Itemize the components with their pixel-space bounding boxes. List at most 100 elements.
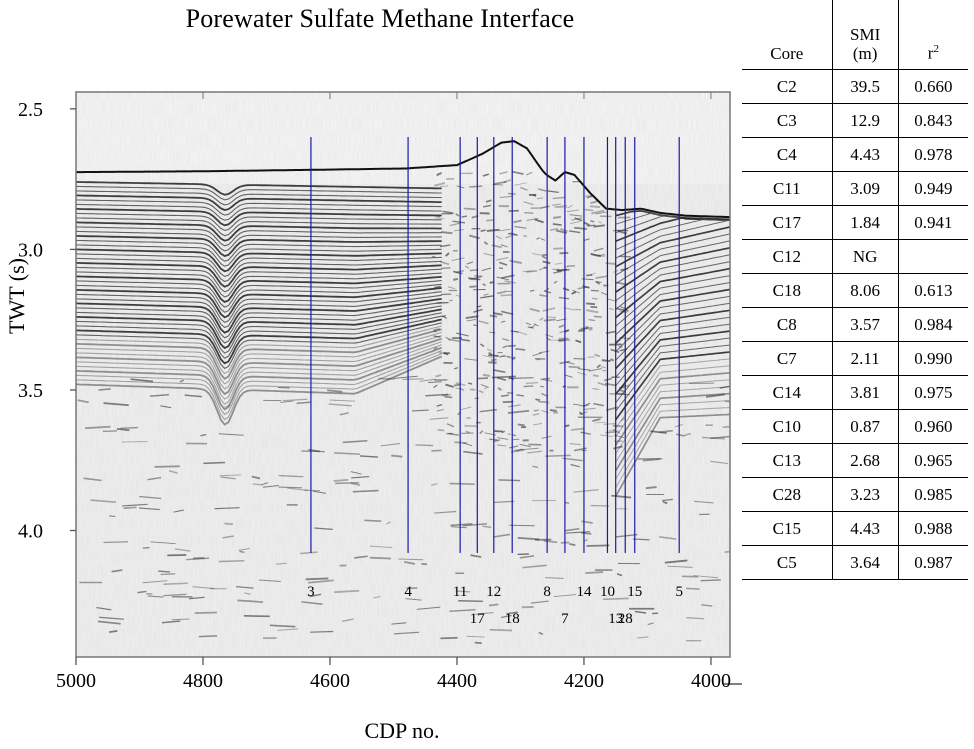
r2-cell: 0.960 xyxy=(897,409,968,444)
core-label-14: 14 xyxy=(576,584,592,600)
table-row: C13 2.68 0.965 xyxy=(742,443,968,478)
core-label-28: 28 xyxy=(618,611,633,627)
header-smi-line2: (m) xyxy=(852,44,878,63)
table-row: C3 12.9 0.843 xyxy=(742,103,968,138)
table-row: C18 8.06 0.613 xyxy=(742,273,968,308)
core-cell: C13 xyxy=(742,443,833,478)
table-row: C7 2.11 0.990 xyxy=(742,341,968,376)
table-body: C2 39.5 0.660 C3 12.9 0.843 C4 4.43 0.978 C11 3.09… xyxy=(742,69,968,580)
x-axis-label: CDP no. xyxy=(365,718,440,743)
core-cell: C28 xyxy=(742,477,833,512)
core-cell: C2 xyxy=(742,69,833,104)
core-label-12: 12 xyxy=(486,584,501,600)
smi-cell: NG xyxy=(831,239,899,274)
y-axis: 2.5 3.0 3.5 4.0 xyxy=(18,99,76,543)
core-cell: C7 xyxy=(742,341,833,376)
smi-cell: 39.5 xyxy=(831,69,899,104)
core-cell: C12 xyxy=(742,239,833,274)
smi-cell: 4.43 xyxy=(831,137,899,172)
table-row: C5 3.64 0.987 xyxy=(742,545,968,580)
table-row: C28 3.23 0.985 xyxy=(742,477,968,512)
core-cell: C4 xyxy=(742,137,833,172)
smi-cell: 3.64 xyxy=(831,545,899,580)
y-axis-label: TWT (s) xyxy=(4,258,29,334)
core-label-17: 17 xyxy=(470,611,486,627)
x-tick-label-4400: 4400 xyxy=(437,670,477,692)
seismic-noise xyxy=(76,92,730,657)
table-row: C4 4.43 0.978 xyxy=(742,137,968,172)
smi-table: Core SMI (m) r2 C2 39.5 0.660 C3 12.9 0.843 C4… xyxy=(742,0,968,580)
core-cell: C8 xyxy=(742,307,833,342)
seafloor-reflector xyxy=(76,140,730,219)
r2-cell: 0.985 xyxy=(897,477,968,512)
core-cell: C17 xyxy=(742,205,833,240)
core-cell: C14 xyxy=(742,375,833,410)
core-cell: C10 xyxy=(742,409,833,444)
smi-cell: 3.81 xyxy=(831,375,899,410)
smi-cell: 0.87 xyxy=(831,409,899,444)
r2-cell: 0.987 xyxy=(897,545,968,580)
x-tick-label-4200: 4200 xyxy=(564,670,604,692)
chart-title: Porewater Sulfate Methane Interface xyxy=(185,4,575,33)
r2-cell: 0.978 xyxy=(897,137,968,172)
table-row: C10 0.87 0.960 xyxy=(742,409,968,444)
r2-cell: 0.949 xyxy=(897,171,968,206)
table-row: C17 1.84 0.941 xyxy=(742,205,968,240)
r2-cell: 0.984 xyxy=(897,307,968,342)
core-cell: C18 xyxy=(742,273,833,308)
y-tick-label-2.5: 2.5 xyxy=(18,99,43,121)
x-tick-label-4800: 4800 xyxy=(183,670,223,692)
y-tick-label-3.5: 3.5 xyxy=(18,380,43,402)
header-core: Core xyxy=(742,0,833,70)
core-cell: C5 xyxy=(742,545,833,580)
core-label-7: 7 xyxy=(561,611,569,627)
smi-cell: 12.9 xyxy=(831,103,899,138)
r2-cell: 0.988 xyxy=(897,511,968,546)
core-cell: C15 xyxy=(742,511,833,546)
x-axis: 5000 4800 4600 4400 4200 4000 xyxy=(56,92,742,692)
core-label-3: 3 xyxy=(307,584,315,600)
smi-cell: 8.06 xyxy=(831,273,899,308)
r2-cell: 0.843 xyxy=(897,103,968,138)
table-row: C15 4.43 0.988 xyxy=(742,511,968,546)
header-r-sup: 2 xyxy=(933,43,939,56)
reflectors xyxy=(76,181,730,645)
smi-cell: 3.09 xyxy=(831,171,899,206)
core-cell: C11 xyxy=(742,171,833,206)
table-row: C11 3.09 0.949 xyxy=(742,171,968,206)
header-r2: r2 xyxy=(897,0,968,70)
smi-cell: 2.68 xyxy=(831,443,899,478)
core-label-11: 11 xyxy=(453,584,467,600)
smi-cell: 2.11 xyxy=(831,341,899,376)
core-label-5: 5 xyxy=(675,584,683,600)
table-row: C14 3.81 0.975 xyxy=(742,375,968,410)
smi-cell: 1.84 xyxy=(831,205,899,240)
r2-cell: 0.975 xyxy=(897,375,968,410)
smi-cell: 3.23 xyxy=(831,477,899,512)
table-row: C2 39.5 0.660 xyxy=(742,69,968,104)
r2-cell: 0.990 xyxy=(897,341,968,376)
r2-cell xyxy=(897,239,968,274)
core-label-4: 4 xyxy=(404,584,412,600)
core-label-8: 8 xyxy=(543,584,551,600)
header-smi-line1: SMI xyxy=(850,25,881,44)
r2-cell: 0.660 xyxy=(897,69,968,104)
smi-cell: 4.43 xyxy=(831,511,899,546)
plot-frame xyxy=(75,91,731,658)
table-row: C8 3.57 0.984 xyxy=(742,307,968,342)
core-lines xyxy=(310,136,680,553)
core-label-13: 13 xyxy=(608,611,623,627)
seismic-plot: 5000 4800 4600 4400 4200 4000 2.5 3.0 3.5 4.0 3 4… xyxy=(4,91,742,743)
x-tick-label-4000: 4000 xyxy=(691,670,731,692)
smi-table-container: Core SMI (m) r2 C2 39.5 0.660 C3 12.9 0.843 C4… xyxy=(742,0,974,580)
table-row: C12 NG xyxy=(742,239,968,274)
core-label-18: 18 xyxy=(505,611,520,627)
r2-cell: 0.941 xyxy=(897,205,968,240)
y-tick-label-4.0: 4.0 xyxy=(18,521,43,543)
core-cell: C3 xyxy=(742,103,833,138)
x-tick-label-5000: 5000 xyxy=(56,670,96,692)
core-label-15: 15 xyxy=(627,584,642,600)
header-smi: SMI (m) xyxy=(831,0,899,70)
